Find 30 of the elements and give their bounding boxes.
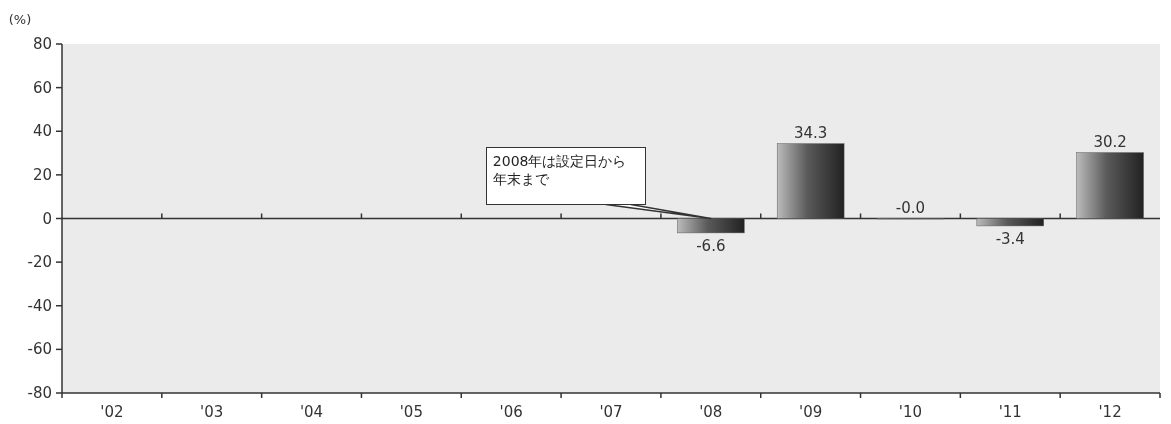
x-tick-label: '04 [299, 403, 324, 421]
x-tick-label: '08 [699, 403, 723, 421]
data-label: -6.6 [696, 236, 726, 255]
bar [976, 218, 1044, 227]
y-axis-title: (%) [8, 12, 32, 27]
x-tick-label: '06 [499, 403, 523, 421]
x-tick-label: '02 [100, 403, 124, 421]
x-tick-label: '05 [399, 403, 423, 421]
y-tick-label: 0 [42, 209, 52, 228]
x-tick-label: '07 [599, 403, 623, 421]
y-tick-label: 20 [32, 165, 52, 184]
x-tick-label: '09 [799, 403, 823, 421]
bar [1076, 152, 1144, 219]
y-tick-label: -40 [27, 296, 52, 315]
x-tick-label: '03 [200, 403, 224, 421]
y-tick-label: 40 [32, 122, 52, 141]
bar [776, 143, 845, 219]
x-tick-label: '12 [1098, 403, 1122, 421]
data-label: -0.0 [895, 198, 926, 217]
y-tick-label: 60 [32, 78, 52, 97]
x-tick-label: '11 [998, 403, 1022, 421]
data-label: 30.2 [1093, 132, 1127, 151]
y-tick-label: -80 [27, 384, 52, 402]
data-label: 34.3 [793, 123, 828, 142]
y-tick-label: -20 [27, 253, 52, 272]
y-tick-label: -60 [27, 340, 52, 359]
y-tick-label: 80 [32, 35, 52, 53]
x-tick-label: '10 [898, 403, 923, 421]
annotation: 2008年は設定日から年末まで [485, 146, 646, 205]
data-label: -3.4 [995, 229, 1025, 248]
